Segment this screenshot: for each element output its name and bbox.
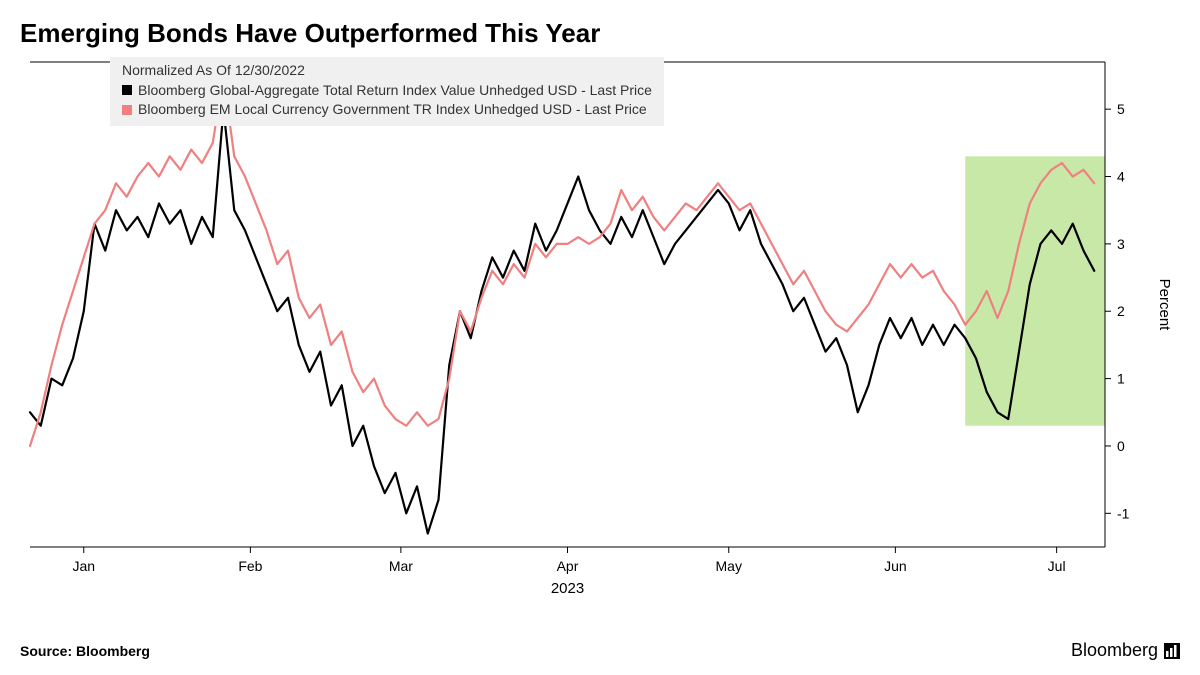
legend-item-2: Bloomberg EM Local Currency Government T… [122, 100, 652, 120]
y-tick-label: -1 [1117, 505, 1130, 521]
y-axis-label: Percent [1156, 279, 1173, 332]
series-line [30, 109, 1094, 533]
y-tick-label: 2 [1117, 303, 1125, 319]
y-tick-label: 1 [1117, 371, 1125, 387]
x-tick-label: Mar [389, 558, 413, 574]
x-tick-label: Jul [1048, 558, 1066, 574]
x-tick-label: May [716, 558, 742, 574]
legend-swatch-2 [122, 105, 132, 115]
y-tick-label: 0 [1117, 438, 1125, 454]
x-tick-label: Feb [238, 558, 262, 574]
x-tick-label: Apr [557, 558, 579, 574]
legend-item-1: Bloomberg Global-Aggregate Total Return … [122, 81, 652, 101]
footer: Source: Bloomberg Bloomberg [20, 636, 1180, 661]
y-tick-label: 3 [1117, 236, 1125, 252]
chart-container: Emerging Bonds Have Outperformed This Ye… [0, 0, 1200, 675]
brand: Bloomberg [1071, 640, 1180, 661]
source-text: Source: Bloomberg [20, 643, 150, 659]
y-tick-label: 5 [1117, 101, 1125, 117]
chart-title: Emerging Bonds Have Outperformed This Ye… [20, 18, 1180, 49]
x-axis-label: 2023 [551, 580, 584, 597]
chart-svg: -1 0 1 2 3 4 5 Percent Jan Feb Mar Apr May Jun Jul 2023 [20, 57, 1180, 602]
legend-box: Normalized As Of 12/30/2022 Bloomberg Gl… [110, 57, 664, 126]
brand-text: Bloomberg [1071, 640, 1158, 661]
x-tick-label: Jan [72, 558, 95, 574]
legend-note: Normalized As Of 12/30/2022 [122, 61, 652, 81]
y-tick-label: 4 [1117, 169, 1125, 185]
x-tick-label: Jun [884, 558, 907, 574]
chart-area: Normalized As Of 12/30/2022 Bloomberg Gl… [20, 57, 1180, 630]
legend-label-1: Bloomberg Global-Aggregate Total Return … [138, 81, 652, 101]
legend-swatch-1 [122, 85, 132, 95]
legend-label-2: Bloomberg EM Local Currency Government T… [138, 100, 647, 120]
brand-icon [1164, 643, 1180, 659]
series-line [30, 75, 1094, 445]
